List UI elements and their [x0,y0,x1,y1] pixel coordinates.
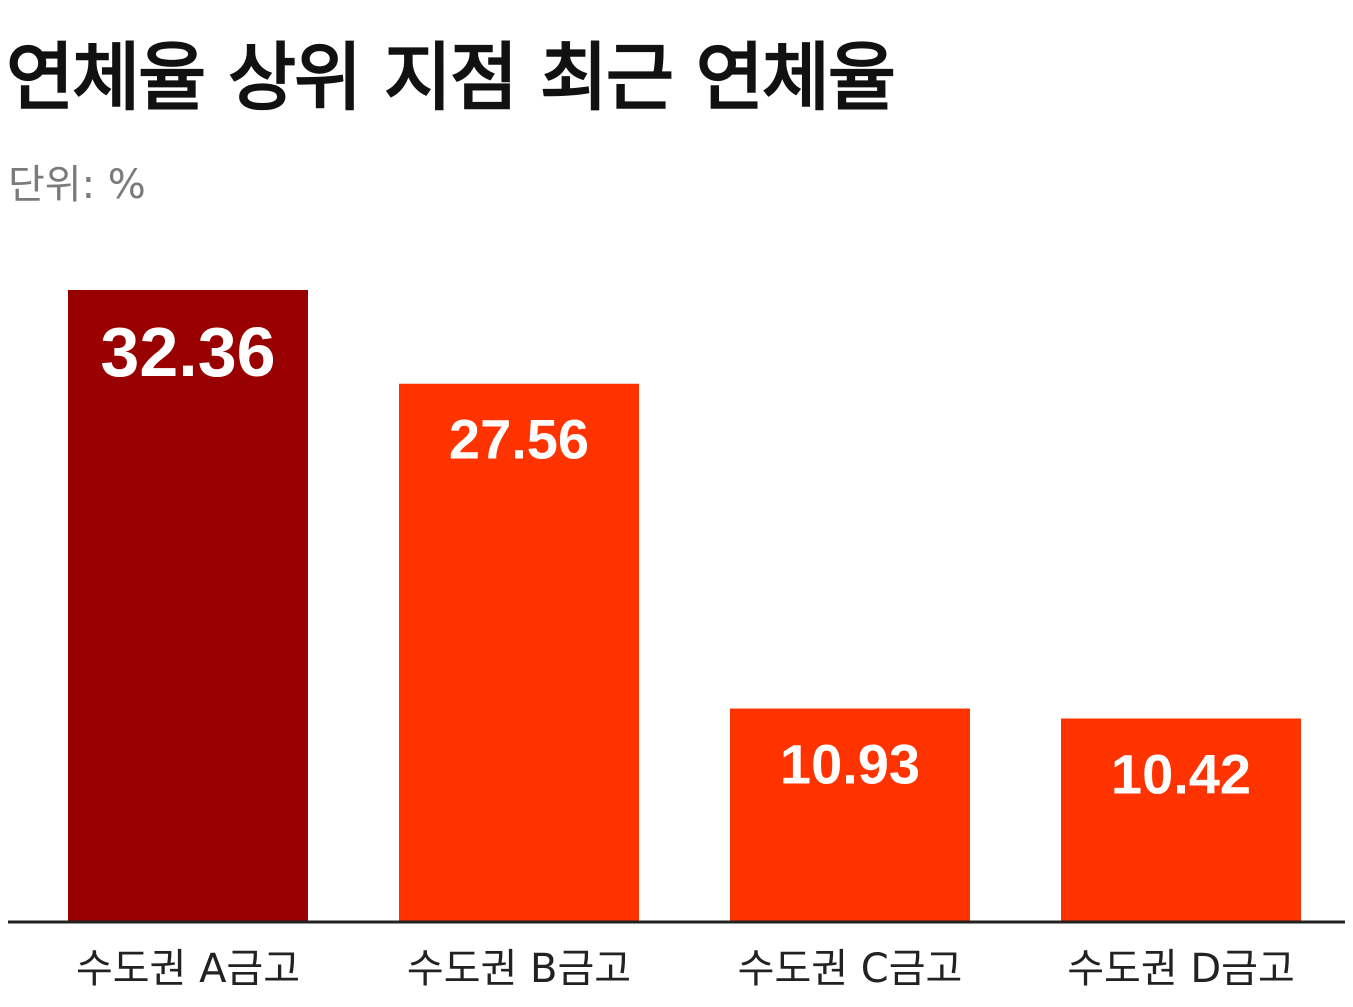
bar-2 [730,708,970,922]
bars-group: 32.36 27.56 10.93 10.42 [68,290,1301,922]
bar-value-label-0: 32.36 [100,313,275,391]
category-label-3: 수도권 D금고 [1067,946,1295,992]
category-label-0: 수도권 A금고 [76,946,300,992]
bar-value-label-1: 27.56 [449,408,589,471]
chart-title: 연체율 상위 지점 최근 연체율 [6,35,896,121]
bar-value-label-2: 10.93 [780,733,920,796]
unit-label: 단위: % [8,162,146,208]
category-labels-group: 수도권 A금고 수도권 B금고 수도권 C금고 수도권 D금고 [76,946,1295,992]
category-label-2: 수도권 C금고 [738,946,963,992]
bar-0 [68,290,308,922]
bar-value-label-3: 10.42 [1111,742,1251,805]
bar-1 [399,383,639,922]
category-label-1: 수도권 B금고 [407,946,631,992]
bar-3 [1061,718,1301,922]
